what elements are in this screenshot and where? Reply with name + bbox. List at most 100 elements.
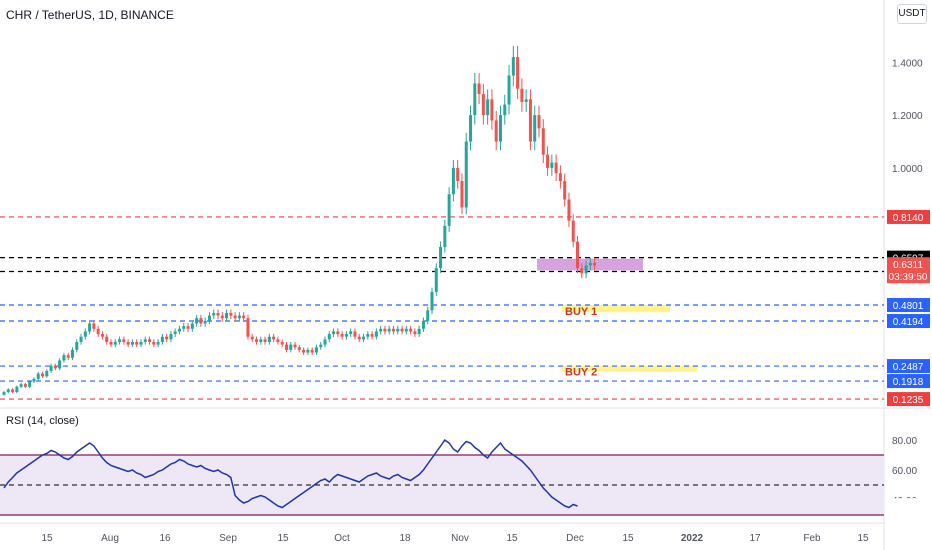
candle <box>83 331 87 337</box>
candle <box>477 83 481 95</box>
time-tick-label: 17 <box>749 533 761 544</box>
candle <box>130 341 134 345</box>
candle <box>233 315 237 319</box>
time-tick-label: Sep <box>219 533 237 544</box>
candle <box>400 328 404 332</box>
candle <box>362 336 366 340</box>
candle <box>588 262 592 266</box>
candle <box>336 331 340 335</box>
candle <box>216 312 220 316</box>
time-tick-label: 18 <box>399 533 411 544</box>
candle <box>165 336 169 340</box>
time-tick-label: 15 <box>277 533 289 544</box>
candle <box>344 334 348 337</box>
level-tag-label-8: 0.1235 <box>893 395 924 406</box>
candle <box>327 334 331 340</box>
time-tick-label: 15 <box>41 533 53 544</box>
candle <box>242 315 246 319</box>
candle <box>550 162 554 168</box>
candle <box>507 75 511 105</box>
candle <box>2 392 6 395</box>
candle <box>259 339 263 342</box>
candle <box>75 341 79 350</box>
candle <box>246 318 250 337</box>
candle <box>503 104 507 116</box>
candle <box>520 88 524 102</box>
level-tag-label-5: 0.4194 <box>893 317 924 328</box>
candle <box>546 154 550 168</box>
buy-zone-2 <box>562 365 697 372</box>
level-tag-1 <box>887 209 930 224</box>
candle <box>32 378 36 382</box>
candle <box>554 162 558 174</box>
candle <box>182 326 186 329</box>
candle <box>100 334 104 337</box>
candle <box>374 331 378 337</box>
candle <box>404 328 408 332</box>
candle <box>571 220 575 242</box>
candle <box>524 99 528 102</box>
rsi-line <box>3 438 578 509</box>
candle <box>58 360 62 369</box>
candle <box>473 83 477 116</box>
level-tag-8 <box>887 392 930 407</box>
last-price-tag <box>887 257 930 284</box>
time-tick-label: Dec <box>566 533 584 544</box>
candle <box>396 328 400 332</box>
level-tag-6 <box>887 359 930 374</box>
candle <box>177 328 181 332</box>
candle <box>207 315 211 321</box>
candle <box>237 315 241 319</box>
candle <box>23 384 27 387</box>
candle <box>434 268 438 292</box>
candle <box>593 262 597 266</box>
candle <box>49 365 53 371</box>
candle <box>580 268 584 274</box>
rsi-tick-label: 80.00 <box>892 436 917 447</box>
candle <box>426 310 430 321</box>
candle <box>186 326 190 329</box>
candle <box>289 344 293 350</box>
time-tick-label: 2022 <box>681 533 704 544</box>
candle <box>498 115 502 142</box>
candle <box>541 128 545 155</box>
level-tag-5 <box>887 314 930 329</box>
candle <box>460 181 464 208</box>
candle <box>263 339 267 342</box>
currency-button[interactable]: USDT <box>897 4 927 24</box>
candle <box>391 328 395 332</box>
candle <box>584 265 588 274</box>
candle <box>36 373 40 379</box>
time-tick-label: 15 <box>857 533 869 544</box>
candle <box>255 339 259 342</box>
rsi-label: RSI (14, close) <box>6 415 79 427</box>
candle <box>276 339 280 342</box>
candle <box>45 370 49 377</box>
candle <box>323 339 327 345</box>
candle <box>6 389 10 393</box>
candle <box>383 328 387 332</box>
candle <box>53 365 57 369</box>
candle <box>122 339 126 342</box>
candle <box>357 336 361 340</box>
candle <box>409 328 413 332</box>
candle <box>220 315 224 319</box>
candle <box>511 57 515 76</box>
candle <box>190 323 194 329</box>
candle <box>516 57 520 89</box>
candle <box>96 328 100 335</box>
candle <box>456 167 460 182</box>
level-tag-label-6: 0.2487 <box>893 362 924 373</box>
time-tick-label: Oct <box>334 533 350 544</box>
candle <box>413 331 417 335</box>
candle <box>302 349 306 353</box>
candle <box>349 331 353 335</box>
candle <box>41 373 45 377</box>
candle <box>319 344 323 348</box>
candle <box>280 341 284 345</box>
candle <box>62 355 66 361</box>
candle <box>126 341 130 345</box>
candle <box>139 341 143 345</box>
candle <box>173 331 177 335</box>
